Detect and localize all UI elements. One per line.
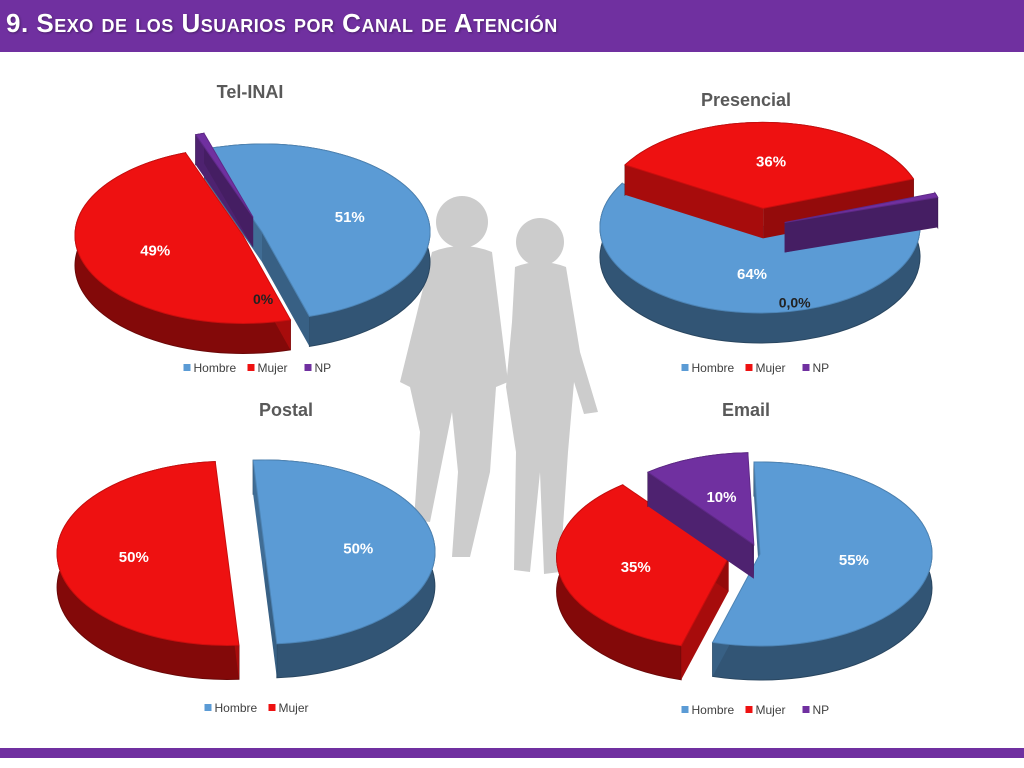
- pie-chart-email: Email 55% 35% 10% Hombre Mujer NP: [556, 400, 933, 717]
- legend-swatch: [681, 364, 689, 371]
- data-label: 10%: [706, 489, 736, 506]
- slice-cut-face: [681, 557, 729, 680]
- legend-swatch: [745, 706, 753, 713]
- data-label: 36%: [756, 153, 786, 170]
- legend-swatch: [247, 364, 255, 371]
- slice-top: [646, 452, 755, 546]
- data-label: 50%: [343, 540, 373, 557]
- legend-label: Hombre: [692, 361, 735, 375]
- slice-cut-face: [265, 552, 277, 678]
- slice-top: [252, 459, 436, 645]
- data-label: 64%: [737, 266, 767, 283]
- legend-swatch: [802, 706, 810, 713]
- slice-top: [556, 484, 730, 647]
- chart-title: Email: [722, 400, 770, 420]
- pie-slice-np: [646, 452, 755, 579]
- slice-top: [74, 152, 292, 324]
- data-label: 35%: [621, 559, 651, 576]
- legend-label: Hombre: [692, 703, 735, 717]
- legend-label: NP: [813, 703, 830, 717]
- data-label: 0,0%: [779, 295, 811, 311]
- data-label: 49%: [140, 243, 170, 260]
- legend-swatch: [268, 704, 276, 711]
- pie-slice-mujer: [624, 121, 915, 239]
- footer-strip: [0, 758, 1024, 768]
- legend-swatch: [204, 704, 212, 711]
- pie-slice-mujer: [56, 461, 240, 680]
- slice-cut-face: [647, 472, 754, 579]
- slice-top: [194, 132, 254, 218]
- chart-legend: Hombre Mujer NP: [681, 703, 830, 717]
- legend-label: Hombre: [215, 701, 258, 715]
- charts-canvas: Tel-INAI 51% 49% 0% Hombre Mujer NP Presencial 6…: [56, 82, 939, 717]
- legend-swatch: [745, 364, 753, 371]
- chart-title: Tel-INAI: [217, 82, 284, 102]
- slice-top: [711, 461, 933, 647]
- pie-slice-np: [784, 191, 939, 253]
- slice-top: [624, 121, 915, 209]
- slice-cut-face: [784, 197, 938, 253]
- legend-swatch: [802, 364, 810, 371]
- pie-slice-np: [194, 132, 254, 248]
- chart-legend: Hombre Mujer NP: [681, 361, 830, 375]
- pie-slice-hombre: [711, 461, 933, 681]
- legend-label: NP: [813, 361, 830, 375]
- chart-title: Postal: [259, 400, 313, 420]
- slice-cut-face: [262, 232, 310, 347]
- legend-label: Mujer: [258, 361, 288, 375]
- legend-label: Mujer: [756, 703, 786, 717]
- legend-swatch: [304, 364, 312, 371]
- data-label: 51%: [335, 209, 365, 226]
- legend-label: NP: [315, 361, 332, 375]
- chart-legend: Hombre Mujer NP: [183, 361, 332, 375]
- pie-slice-mujer: [556, 484, 730, 681]
- title-bar: 9. Sexo de los Usuarios por Canal de Ate…: [0, 0, 1024, 52]
- slice-top: [203, 143, 431, 317]
- couple-silhouette-icon: [400, 196, 598, 574]
- chart-legend: Hombre Mujer: [204, 701, 309, 715]
- pie-chart-postal: Postal 50% 50% Hombre Mujer: [56, 400, 436, 715]
- pie-chart-presencial: Presencial 64% 36% 0,0% Hombre Mujer NP: [599, 90, 939, 375]
- slice-cut-face: [625, 164, 764, 239]
- legend-label: Mujer: [756, 361, 786, 375]
- legend-label: Hombre: [194, 361, 237, 375]
- footer-bar: [0, 748, 1024, 758]
- legend-swatch: [681, 706, 689, 713]
- chart-title: Presencial: [701, 90, 791, 110]
- pie-slice-hombre: [252, 459, 436, 679]
- legend-label: Mujer: [279, 701, 309, 715]
- slide-title: 9. Sexo de los Usuarios por Canal de Ate…: [6, 8, 558, 38]
- slice-top: [784, 192, 939, 223]
- pie-chart-tel-inai: Tel-INAI 51% 49% 0% Hombre Mujer NP: [74, 82, 431, 375]
- legend-swatch: [183, 364, 191, 371]
- data-label: 0%: [253, 291, 274, 307]
- data-label: 50%: [119, 549, 149, 566]
- slice-top: [56, 461, 240, 646]
- slice-cut-face: [253, 460, 265, 586]
- data-label: 55%: [839, 552, 869, 569]
- pie-slice-mujer: [74, 152, 292, 354]
